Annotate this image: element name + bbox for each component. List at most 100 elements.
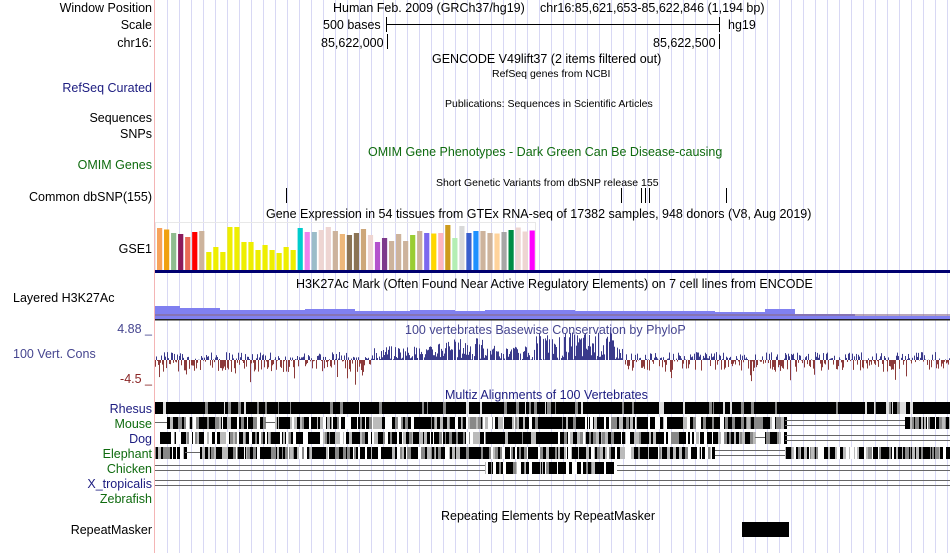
phylop-bar bbox=[374, 348, 375, 360]
alignment-block bbox=[546, 447, 549, 459]
alignment-block bbox=[561, 447, 564, 459]
track-label-100-vert-cons[interactable]: 100 Vert. Cons bbox=[13, 347, 96, 361]
phylop-bar bbox=[461, 357, 462, 360]
phylop-bar bbox=[618, 358, 619, 360]
phylop-bar bbox=[851, 359, 852, 360]
species-label-zebrafish[interactable]: Zebrafish bbox=[99, 492, 152, 506]
snp-tick bbox=[649, 188, 650, 203]
alignment-gap-line bbox=[155, 422, 167, 423]
repeatmasker-track-title[interactable]: Repeating Elements by RepeatMasker bbox=[441, 509, 656, 523]
alignment-block bbox=[286, 402, 289, 414]
phylop-bar bbox=[659, 360, 660, 367]
phylop-bar bbox=[945, 359, 946, 360]
omim-track-title[interactable]: OMIM Gene Phenotypes - Dark Green Can Be… bbox=[368, 145, 723, 159]
refseq-track-title[interactable]: RefSeq genes from NCBI bbox=[492, 68, 611, 80]
alignment-block bbox=[183, 402, 186, 414]
track-label-refseq-curated[interactable]: RefSeq Curated bbox=[62, 81, 152, 95]
alignment-block bbox=[291, 432, 294, 444]
dbsnp-variants[interactable] bbox=[155, 188, 950, 204]
phylop-bar bbox=[417, 357, 418, 360]
alignment-block bbox=[297, 447, 300, 459]
phylop-bar bbox=[368, 357, 369, 360]
cons-axis-min: -4.5 _ bbox=[120, 372, 152, 386]
phylop-bar bbox=[443, 355, 444, 360]
phylop-conservation-plot[interactable] bbox=[155, 330, 950, 390]
phylop-bar bbox=[614, 346, 615, 360]
phylop-bar bbox=[271, 360, 272, 372]
phylop-bar bbox=[191, 360, 192, 366]
alignment-block bbox=[335, 447, 338, 459]
gtex-tissue-bar bbox=[220, 252, 226, 270]
species-label-dog[interactable]: Dog bbox=[129, 432, 152, 446]
species-label-mouse[interactable]: Mouse bbox=[114, 417, 152, 431]
track-label-layered-h3k27ac[interactable]: Layered H3K27Ac bbox=[13, 291, 115, 305]
phylop-bar bbox=[939, 358, 940, 360]
alignment-block bbox=[186, 417, 189, 429]
phylop-bar bbox=[507, 348, 508, 360]
alignment-block bbox=[816, 447, 819, 459]
gtex-tissue-bar bbox=[410, 235, 416, 270]
phylop-bar bbox=[522, 358, 523, 360]
phylop-bar bbox=[917, 356, 918, 360]
track-label-repeatmasker[interactable]: RepeatMasker bbox=[70, 523, 152, 537]
phylop-bar bbox=[261, 360, 262, 370]
species-label-rhesus[interactable]: Rhesus bbox=[109, 402, 152, 416]
grid-line bbox=[863, 0, 864, 553]
alignment-block bbox=[168, 402, 171, 414]
alignment-block bbox=[415, 447, 418, 459]
track-label-omim-genes[interactable]: OMIM Genes bbox=[77, 158, 152, 172]
gencode-track-title[interactable]: GENCODE V49lift37 (2 items filtered out) bbox=[432, 52, 662, 66]
phylop-bar bbox=[662, 360, 663, 368]
alignment-block bbox=[586, 462, 589, 474]
alignment-block bbox=[346, 432, 349, 444]
alignment-block bbox=[344, 432, 347, 444]
phylop-bar bbox=[408, 352, 409, 360]
h3k27ac-track-title[interactable]: H3K27Ac Mark (Often Found Near Active Re… bbox=[296, 277, 813, 291]
alignment-block bbox=[611, 432, 614, 444]
phylop-bar bbox=[644, 360, 645, 369]
phylop-bar bbox=[257, 354, 258, 360]
phylop-bar bbox=[244, 360, 245, 369]
gtex-bar-chart[interactable] bbox=[155, 222, 950, 274]
species-label-elephant[interactable]: Elephant bbox=[102, 447, 152, 461]
track-label-common-dbsnp[interactable]: Common dbSNP(155) bbox=[29, 190, 152, 204]
gtex-track-title[interactable]: Gene Expression in 54 tissues from GTEx … bbox=[266, 207, 812, 221]
phylop-bar bbox=[398, 348, 399, 360]
alignment-gap-line bbox=[785, 435, 950, 436]
multiz-track-title[interactable]: Multiz Alignments of 100 Vertebrates bbox=[445, 388, 648, 402]
alignment-block bbox=[438, 447, 441, 459]
phylop-bar bbox=[174, 353, 175, 360]
grid-line bbox=[791, 0, 792, 553]
phylop-bar bbox=[371, 358, 372, 360]
alignment-block bbox=[472, 447, 475, 459]
alignment-block bbox=[291, 402, 294, 414]
track-label-sequences[interactable]: Sequences bbox=[89, 111, 152, 125]
grid-line bbox=[947, 0, 948, 553]
track-label-snps[interactable]: SNPs bbox=[120, 127, 152, 141]
species-label-x_tropicalis[interactable]: X_tropicalis bbox=[87, 477, 152, 491]
alignment-block bbox=[661, 432, 664, 444]
phylop-track-title[interactable]: 100 vertebrates Basewise Conservation by… bbox=[405, 323, 686, 337]
phylop-bar bbox=[894, 360, 895, 364]
phylop-bar bbox=[660, 358, 661, 360]
alignment-block bbox=[609, 417, 612, 429]
repeatmasker-element[interactable] bbox=[742, 522, 789, 537]
alignment-block bbox=[432, 402, 435, 414]
phylop-bar bbox=[158, 360, 159, 365]
track-data-area[interactable]: Human Feb. 2009 (GRCh37/hg19) chr16:85,6… bbox=[155, 0, 950, 553]
alignment-block bbox=[605, 447, 608, 459]
phylop-bar bbox=[298, 360, 299, 367]
phylop-bar bbox=[233, 358, 234, 360]
h3k27ac-signal[interactable] bbox=[155, 300, 950, 322]
alignment-block bbox=[387, 447, 390, 459]
species-label-chicken[interactable]: Chicken bbox=[106, 462, 152, 476]
publications-track-title[interactable]: Publications: Sequences in Scientific Ar… bbox=[445, 98, 653, 110]
alignment-block bbox=[591, 447, 594, 459]
multiz-alignments[interactable] bbox=[155, 401, 950, 506]
phylop-bar bbox=[882, 360, 883, 364]
track-label-gse1[interactable]: GSE1 bbox=[118, 242, 152, 256]
dbsnp-track-title[interactable]: Short Genetic Variants from dbSNP releas… bbox=[436, 177, 659, 189]
phylop-bar bbox=[549, 339, 550, 360]
alignment-block bbox=[212, 417, 215, 429]
